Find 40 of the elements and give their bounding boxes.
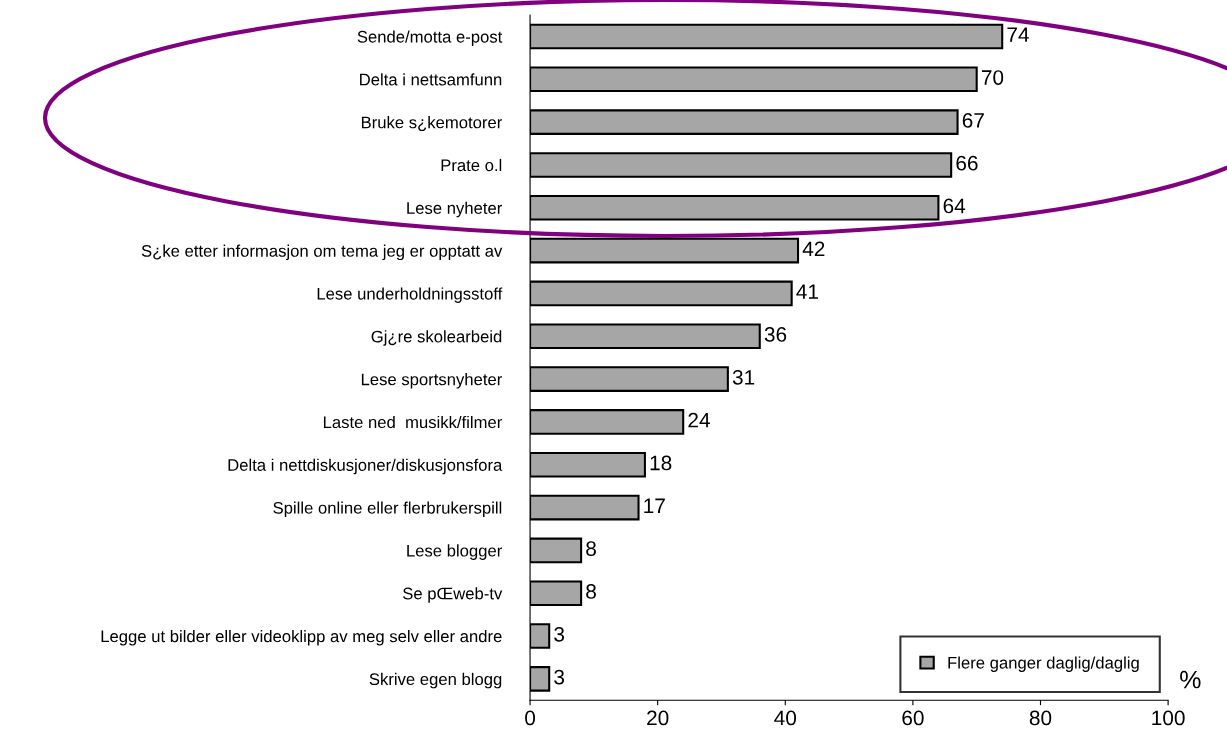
data-label: 8 (586, 584, 596, 599)
data-label: 67 (962, 112, 984, 128)
x-axis-title: % (1180, 670, 1201, 689)
y-tick-label: Sende/motta e-post (357, 30, 503, 46)
legend-label: Flere ganger daglig/daglig (948, 656, 1139, 672)
y-tick-label: S¿ke etter informasjon om tema jeg er opptatt av (141, 244, 503, 261)
y-tick-label: Bruke s¿kemotorer (361, 116, 503, 131)
x-tick-label: 80 (1029, 710, 1052, 726)
y-tick-label: Laste ned musikk/filmer (323, 415, 503, 429)
data-label: 66 (956, 155, 978, 171)
y-tick-label: Prate o.l (441, 158, 502, 172)
y-tick-label: Spille online eller flerbrukerspill (273, 501, 502, 518)
y-tick-label: Lese nyheter (407, 201, 503, 218)
y-tick-label: Gj¿re skolearbeid (371, 330, 502, 346)
y-tick-label: Legge ut bilder eller videoklipp av meg selv eller andre (101, 630, 502, 646)
data-label: 3 (554, 669, 565, 685)
y-tick-label: Lese blogger (407, 544, 503, 560)
data-label: 17 (644, 498, 665, 513)
data-label: 36 (764, 327, 787, 342)
y-tick-label: Se pŒweb-tv (403, 587, 503, 603)
y-tick-label: Lese sportsnyheter (361, 373, 503, 389)
x-tick-label: 20 (647, 710, 669, 726)
y-tick-label: Lese underholdningsstoff (317, 287, 503, 303)
x-tick-label: 60 (902, 710, 924, 726)
data-label: 31 (732, 369, 755, 385)
data-label: 74 (1007, 27, 1029, 42)
data-label: 70 (981, 70, 1004, 85)
y-tick-label: Skrive egen blogg (369, 672, 502, 689)
data-label: 18 (650, 455, 672, 471)
y-tick-label: Delta i nettsamfunn (360, 73, 502, 86)
x-tick-label: 100 (1152, 710, 1185, 726)
data-label: 41 (796, 284, 818, 299)
x-tick-label: 40 (774, 710, 797, 726)
data-label: 3 (554, 626, 565, 642)
data-label: 42 (802, 241, 825, 256)
data-label: 64 (943, 198, 966, 214)
y-tick-label: Delta i nettdiskusjoner/diskusjonsfora (228, 458, 503, 475)
data-label: 24 (688, 412, 710, 428)
data-label: 8 (586, 541, 596, 556)
x-tick-label: 0 (525, 710, 536, 726)
